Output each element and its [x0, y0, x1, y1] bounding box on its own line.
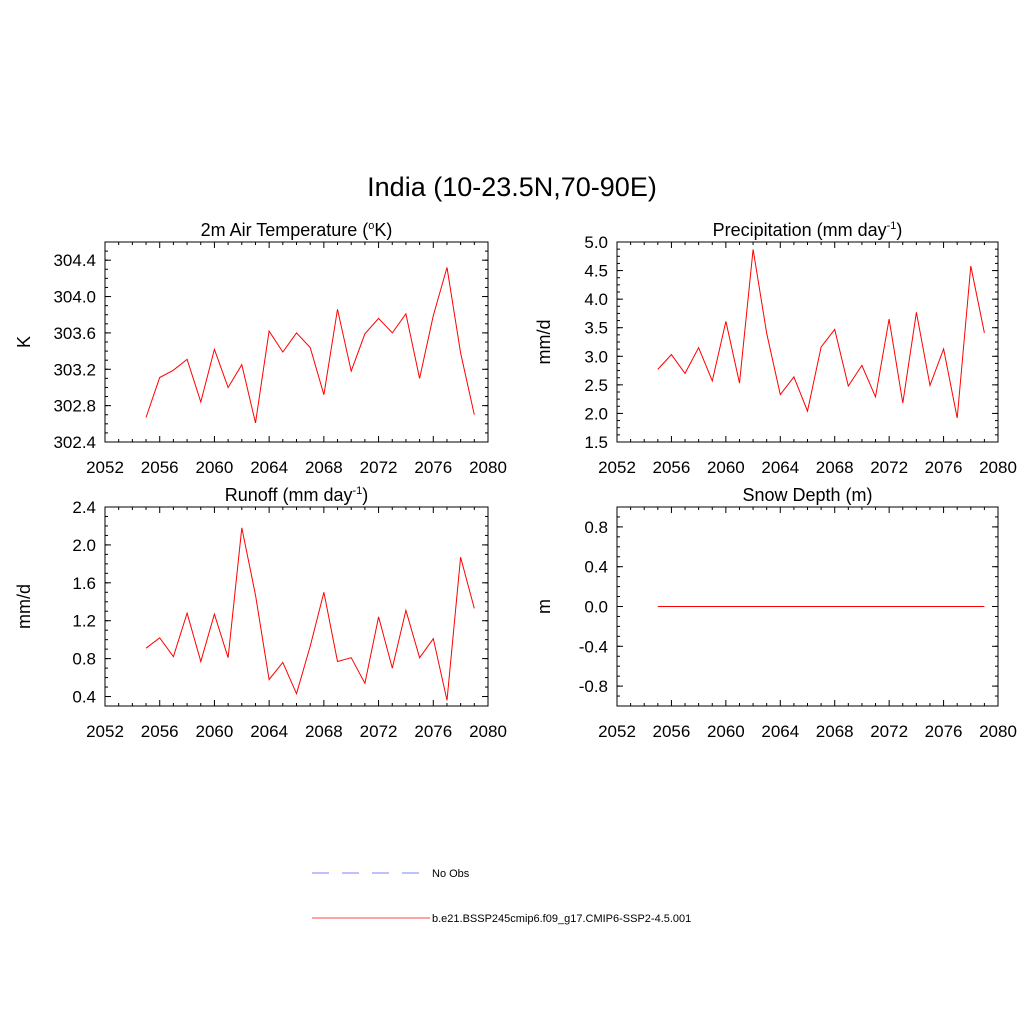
legend-item-model-run: b.e21.BSSP245cmip6.f09_g17.CMIP6-SSP2-4.…	[312, 913, 691, 925]
panel-snow-depth: 2052 2056 2060 2064 2068 2072 2076 2080 -0.8 -0.4…	[534, 485, 1017, 741]
x-tick-label: 2068	[816, 458, 854, 477]
y-axis-label: mm/d	[14, 584, 34, 629]
x-tick-label: 2060	[707, 458, 745, 477]
legend-label-model-run: b.e21.BSSP245cmip6.f09_g17.CMIP6-SSP2-4.…	[432, 913, 691, 925]
x-tick-label: 2060	[196, 722, 234, 741]
x-tick-label: 2080	[979, 458, 1017, 477]
y-tick-label: 4.5	[584, 262, 608, 281]
y-tick-label: 302.8	[53, 397, 96, 416]
panel-air-temperature: 2052 2056 2060 2064 2068 2072 2076 2080 302.4 302…	[14, 220, 507, 477]
series-line-runoff	[145, 527, 475, 701]
y-axis-label: m	[534, 599, 554, 614]
panel-runoff: 2052 2056 2060 2064 2068 2072 2076 2080 0.4 0.8 1.…	[14, 485, 507, 741]
x-tick-label: 2064	[250, 722, 288, 741]
x-tick-label: 2068	[305, 458, 343, 477]
x-tick-label: 2072	[870, 722, 908, 741]
x-tick-label: 2052	[86, 722, 124, 741]
panel-title: Precipitation (mm day-1)	[713, 220, 903, 240]
series-line-precipitation	[657, 249, 985, 419]
x-tick-label: 2052	[598, 458, 636, 477]
y-tick-label: 3.5	[584, 319, 608, 338]
y-tick-label: 2.0	[584, 404, 608, 423]
y-tick-label: 303.6	[53, 324, 96, 343]
x-tick-label: 2060	[196, 458, 234, 477]
y-tick-label: 303.2	[53, 360, 96, 379]
x-tick-label: 2056	[653, 722, 691, 741]
y-tick-label: 304.4	[53, 251, 96, 270]
legend: No Obs b.e21.BSSP245cmip6.f09_g17.CMIP6-…	[312, 868, 691, 925]
y-tick-label: 2.0	[72, 536, 96, 555]
x-tick-label: 2080	[469, 458, 507, 477]
x-tick-label: 2052	[86, 458, 124, 477]
x-tick-label: 2080	[469, 722, 507, 741]
x-tick-label: 2052	[598, 722, 636, 741]
y-axis-label: mm/d	[534, 320, 554, 365]
x-tick-label: 2064	[761, 722, 799, 741]
x-tick-label: 2072	[870, 458, 908, 477]
y-tick-label: 0.0	[584, 598, 608, 617]
x-tick-label: 2064	[761, 458, 799, 477]
x-tick-label: 2076	[925, 722, 963, 741]
panel-title: Snow Depth (m)	[742, 485, 872, 505]
y-tick-label: 0.4	[584, 558, 608, 577]
y-tick-label: 302.4	[53, 433, 96, 452]
x-tick-label: 2076	[925, 458, 963, 477]
x-tick-label: 2056	[653, 458, 691, 477]
y-tick-label: 3.0	[584, 347, 608, 366]
x-tick-label: 2080	[979, 722, 1017, 741]
x-tick-label: 2064	[250, 458, 288, 477]
y-tick-label: 0.4	[72, 688, 96, 707]
y-tick-label: 5.0	[584, 233, 608, 252]
y-tick-label: 304.0	[53, 288, 96, 307]
panel-title: Runoff (mm day-1)	[225, 485, 369, 505]
chart-panels: 2052 2056 2060 2064 2068 2072 2076 2080 302.4 302…	[14, 220, 1017, 741]
y-tick-label: 1.5	[584, 433, 608, 452]
x-tick-label: 2060	[707, 722, 745, 741]
y-tick-label: 2.4	[72, 498, 96, 517]
y-tick-label: 1.2	[72, 612, 96, 631]
x-tick-label: 2056	[141, 722, 179, 741]
x-tick-label: 2076	[414, 722, 452, 741]
y-tick-label: 0.8	[584, 518, 608, 537]
y-tick-label: -0.4	[579, 637, 608, 656]
x-tick-label: 2072	[360, 458, 398, 477]
x-tick-label: 2056	[141, 458, 179, 477]
y-tick-label: 1.6	[72, 574, 96, 593]
legend-label-no-obs: No Obs	[432, 868, 470, 880]
figure-title: India (10-23.5N,70-90E)	[367, 172, 657, 202]
x-tick-label: 2068	[305, 722, 343, 741]
plot-frame	[104, 506, 489, 707]
panel-title: 2m Air Temperature (oK)	[201, 220, 393, 240]
y-tick-label: 4.0	[584, 290, 608, 309]
series-line-air-temperature	[145, 267, 475, 424]
y-tick-label: -0.8	[579, 677, 608, 696]
x-tick-label: 2076	[414, 458, 452, 477]
legend-item-no-obs: No Obs	[312, 868, 470, 880]
y-tick-label: 2.5	[584, 376, 608, 395]
y-axis-label: K	[14, 336, 34, 348]
panel-precipitation: 2052 2056 2060 2064 2068 2072 2076 2080 1.5 2.0 2.…	[534, 220, 1017, 477]
x-tick-label: 2068	[816, 722, 854, 741]
x-tick-label: 2072	[360, 722, 398, 741]
y-tick-label: 0.8	[72, 650, 96, 669]
plot-frame	[104, 241, 489, 443]
